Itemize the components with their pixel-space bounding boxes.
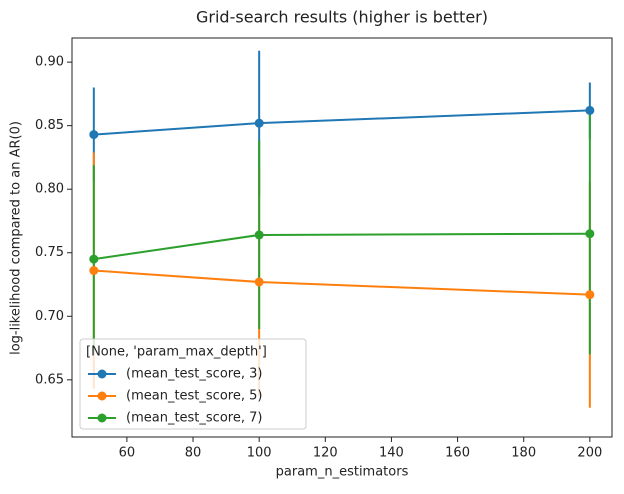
y-axis-label: log-likelihood compared to an AR(0) (9, 121, 24, 355)
series-line (93, 109, 590, 136)
x-tick-label: 60 (119, 446, 136, 461)
x-tick-label: 180 (511, 446, 536, 461)
legend-marker (97, 413, 107, 423)
y-tick-label: 0.90 (35, 55, 64, 70)
y-tick-label: 0.75 (35, 245, 64, 260)
x-tick-label: 160 (445, 446, 470, 461)
series-line (93, 269, 590, 296)
legend-title: [None, 'param_max_depth'] (86, 345, 267, 360)
legend-box (79, 338, 307, 430)
point (89, 266, 99, 276)
x-axis-label: param_n_estimators (276, 465, 409, 480)
point (89, 130, 99, 140)
point (585, 290, 595, 300)
y-tick-label: 0.80 (35, 182, 64, 197)
x-tick-label: 140 (379, 446, 404, 461)
plot-frame (71, 37, 613, 438)
legend-label: (mean_test_score, 5) (126, 389, 262, 404)
chart-title: Grid-search results (higher is better) (196, 8, 488, 27)
y-tick-label: 0.65 (35, 372, 64, 387)
legend-marker (97, 391, 107, 401)
x-tick-label: 80 (185, 446, 202, 461)
point (585, 229, 595, 239)
legend-label: (mean_test_score, 3) (126, 367, 262, 382)
legend-marker (97, 369, 107, 379)
series-line (93, 232, 590, 261)
x-tick-label: 100 (247, 446, 272, 461)
y-tick-label: 0.85 (35, 118, 64, 133)
legend-label: (mean_test_score, 7) (126, 411, 262, 426)
x-tick-label: 200 (577, 446, 602, 461)
point (254, 230, 264, 240)
x-tick-label: 120 (313, 446, 338, 461)
point (254, 118, 264, 128)
point (585, 105, 595, 115)
point (89, 254, 99, 264)
y-tick-label: 0.70 (35, 309, 64, 324)
point (254, 277, 264, 287)
